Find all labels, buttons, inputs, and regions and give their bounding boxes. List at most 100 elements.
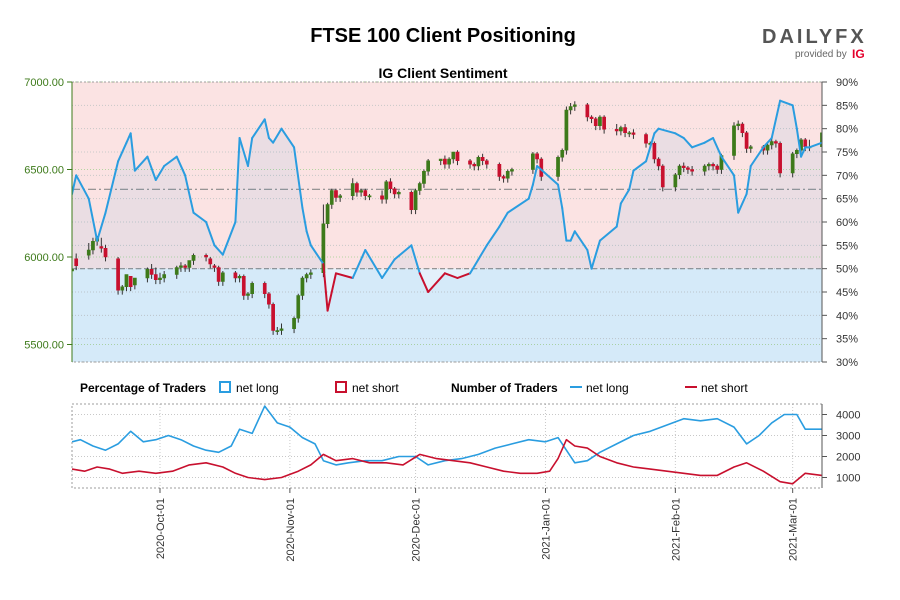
candle-body <box>120 286 125 291</box>
sentiment-segment <box>322 263 329 312</box>
candle-body <box>744 132 749 149</box>
chart-subtitle: IG Client Sentiment <box>378 65 507 81</box>
candle-body <box>367 195 372 198</box>
sentiment-segment <box>615 202 622 228</box>
candle-body <box>350 183 355 196</box>
sentiment-segment <box>557 183 564 209</box>
sentiment-segment <box>573 230 589 251</box>
candle-body <box>103 248 108 258</box>
candle-body <box>619 127 623 132</box>
candle-body <box>644 134 648 144</box>
sentiment-segment <box>133 155 149 172</box>
legend-pct-long-swatch <box>219 381 231 393</box>
candle-body <box>451 151 456 160</box>
sentiment-segment <box>272 127 283 144</box>
sentiment-segment <box>737 193 748 214</box>
candle-body <box>296 295 301 319</box>
pct-tick-label: 60% <box>836 217 858 229</box>
candle-body <box>359 190 363 193</box>
candle-body <box>468 160 472 165</box>
sentiment-segment <box>87 197 99 242</box>
candle-body <box>505 171 510 179</box>
candle-body <box>631 132 636 135</box>
sentiment-segment <box>251 118 266 139</box>
candle-body <box>702 165 707 172</box>
date-tick-label: 2021-Jan-01 <box>540 498 552 560</box>
candle-body <box>388 181 393 189</box>
sentiment-segment <box>75 174 90 200</box>
sentiment-segment <box>498 211 509 228</box>
sentiment-segment <box>590 239 601 270</box>
sentiment-segment <box>791 104 798 130</box>
legend-pct-short-swatch <box>335 381 347 393</box>
sentiment-segment <box>175 155 187 177</box>
sentiment-segment <box>527 183 534 200</box>
candle-body <box>690 169 694 172</box>
candle-body <box>602 116 606 130</box>
candle-body <box>162 274 167 279</box>
legend-count-title: Number of Traders <box>451 381 558 395</box>
candle-body <box>497 164 502 177</box>
sentiment-segment <box>506 197 530 214</box>
candle-body <box>216 267 221 282</box>
sentiment-segment <box>469 258 480 275</box>
sentiment-segment <box>561 207 568 242</box>
candle-body <box>572 104 577 107</box>
dailyfx-logo: DAILYFX provided by IG <box>762 26 865 61</box>
candle-body <box>262 283 267 294</box>
legend-pct-long-label: net long <box>236 381 279 395</box>
sentiment-segment <box>703 137 715 144</box>
sentiment-segment <box>762 137 773 149</box>
sentiment-segment <box>427 272 446 293</box>
sentiment-segment <box>154 165 166 181</box>
sentiment-segment <box>381 258 396 279</box>
candle-body <box>145 269 150 279</box>
count-tick-label: 2000 <box>836 452 860 464</box>
candle-body <box>208 258 213 265</box>
candle-body <box>308 272 313 275</box>
sentiment-segment <box>733 174 740 214</box>
sentiment-segment <box>653 127 660 135</box>
candle-body <box>732 125 736 156</box>
candle-body <box>472 164 477 167</box>
candle-body <box>124 274 129 287</box>
price-tick-label: 6000.00 <box>24 252 64 264</box>
sentiment-segment <box>326 272 337 312</box>
sentiment-segment <box>645 146 652 163</box>
net-short-count-line <box>72 438 822 485</box>
sentiment-segment <box>712 137 723 158</box>
candle-body <box>128 276 133 287</box>
candle-body <box>292 318 296 329</box>
sentiment-segment <box>238 137 249 167</box>
candle-body <box>660 165 665 188</box>
candle-body <box>204 255 208 258</box>
sentiment-segment <box>163 155 178 167</box>
candle-body <box>623 127 627 133</box>
candle-body <box>363 190 368 196</box>
candle-body <box>174 267 179 275</box>
sentiment-segment <box>456 272 472 279</box>
sentiment-segment <box>96 211 107 242</box>
candle-body <box>396 192 401 195</box>
candle-body <box>187 260 192 268</box>
sentiment-segment <box>569 230 576 242</box>
sentiment-segment <box>293 146 304 209</box>
sentiment-segment <box>334 272 354 279</box>
candle-body <box>795 150 799 154</box>
sentiment-segment <box>745 165 752 195</box>
sentiment-segment <box>234 137 241 223</box>
candle-body <box>275 330 280 332</box>
pct-tick-label: 65% <box>836 194 858 206</box>
candle-body <box>132 277 137 286</box>
candle-body <box>476 157 481 167</box>
sentiment-segment <box>749 146 765 167</box>
trader-count-lines <box>72 405 822 485</box>
candle-body <box>443 158 447 165</box>
date-tick-label: 2020-Oct-01 <box>155 498 167 559</box>
candle-body <box>820 132 822 147</box>
legend-count-long-label: net long <box>586 381 629 395</box>
date-tick-label: 2020-Nov-01 <box>285 498 297 562</box>
candle-body <box>212 265 217 268</box>
candle-body <box>652 143 657 160</box>
sentiment-segment <box>280 127 296 149</box>
